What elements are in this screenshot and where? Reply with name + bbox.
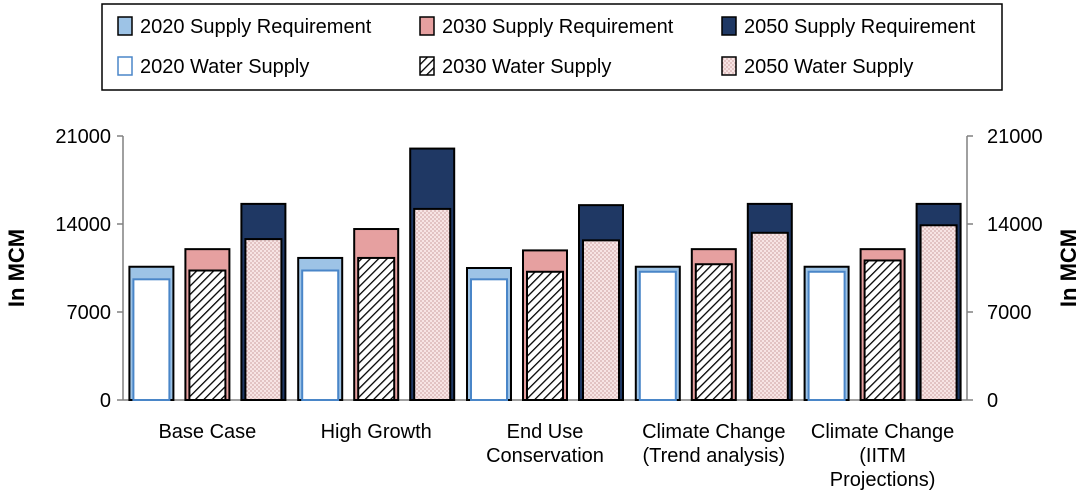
bar-2030-water-supply: [863, 259, 902, 402]
y-tick-label-right: 14000: [987, 214, 1043, 236]
legend-label: 2020 Water Supply: [140, 56, 309, 78]
bar-2020-water-supply: [301, 269, 340, 401]
y-tick-label-left: 21000: [55, 126, 111, 148]
legend-swatch-2020-supply-requirement: [117, 16, 133, 36]
y-tick-label-right: 21000: [987, 126, 1043, 148]
legend-label: 2050 Water Supply: [744, 56, 913, 78]
x-category-label-line: High Growth: [321, 421, 432, 443]
bar-2020-water-supply: [807, 270, 846, 401]
x-category-label: Climate Change (IITM Projections): [811, 421, 954, 491]
y-tick-label-right: 7000: [987, 302, 1032, 324]
x-category-label-line: Conservation: [486, 445, 604, 467]
bar-2030-water-supply: [357, 256, 396, 402]
x-category-label: Base Case: [158, 421, 256, 443]
x-category-label: End Use Conservation: [486, 421, 604, 467]
legend-swatch-2050-water-supply: [721, 56, 737, 76]
x-category-label-line: (IITM: [859, 445, 906, 467]
y-tick-label-right: 0: [987, 390, 998, 412]
x-category-label-line: Projections): [830, 469, 936, 491]
bar-2050-water-supply: [750, 231, 789, 401]
y-tick-label-left: 0: [100, 390, 111, 412]
legend-swatch-2050-supply-requirement: [721, 16, 737, 36]
legend-label: 2030 Supply Requirement: [442, 16, 674, 38]
bar-2030-water-supply: [526, 270, 564, 401]
legend-swatch-2020-water-supply: [117, 56, 133, 76]
bar-2030-water-supply: [694, 263, 733, 401]
legend-swatch-2030-water-supply: [419, 56, 435, 76]
bar-2020-water-supply: [638, 270, 677, 401]
y-axis-title-right: In MCM: [1056, 229, 1081, 307]
bar-2050-water-supply: [582, 239, 620, 401]
bar-2030-water-supply: [188, 269, 227, 401]
bar-2050-water-supply: [413, 207, 452, 401]
legend-swatch-2030-supply-requirement: [419, 16, 435, 36]
x-category-label: Climate Change (Trend analysis): [642, 421, 785, 467]
legend-box: [101, 3, 1003, 91]
x-category-label-line: (Trend analysis): [642, 445, 785, 467]
bar-2050-water-supply: [244, 238, 283, 401]
legend: 2020 Supply Requirement 2030 Supply Requi…: [101, 3, 1003, 91]
bar-2020-water-supply: [470, 278, 508, 402]
legend-label: 2050 Supply Requirement: [744, 16, 976, 38]
x-category-label: High Growth: [321, 421, 432, 443]
y-axis-title-left: In MCM: [4, 229, 29, 307]
x-category-label-line: End Use: [507, 421, 584, 443]
x-category-label-line: Climate Change: [642, 421, 785, 443]
x-category-label-line: Base Case: [158, 421, 256, 443]
legend-label: 2020 Supply Requirement: [140, 16, 372, 38]
bar-2020-water-supply: [132, 278, 171, 402]
y-tick-label-left: 14000: [55, 214, 111, 236]
y-tick-label-left: 7000: [67, 302, 112, 324]
x-category-label-line: Climate Change: [811, 421, 954, 443]
bar-2050-water-supply: [919, 224, 958, 401]
legend-label: 2030 Water Supply: [442, 56, 611, 78]
